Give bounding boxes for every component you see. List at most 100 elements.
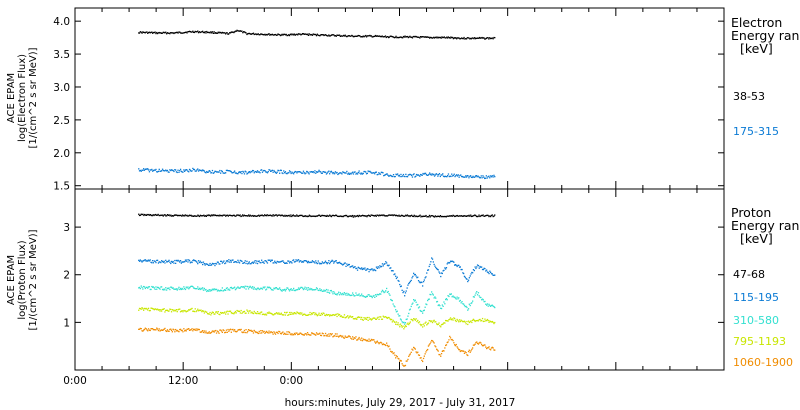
data-point [380,318,383,320]
data-point [271,33,273,35]
data-point [309,287,311,290]
data-point [346,215,349,218]
data-point [241,331,243,333]
data-point [436,173,438,176]
electron-ylabel-line3: [1/(cm^2 s sr MeV)] [28,47,39,148]
data-point [489,348,491,350]
data-point [401,36,403,39]
data-point [170,262,172,265]
data-point [398,36,400,39]
data-point [336,294,338,296]
data-point [367,319,369,321]
data-point [360,339,362,341]
data-point [169,288,171,291]
data-point [319,170,321,173]
data-point [231,312,233,315]
data-point [422,215,425,217]
data-point [228,170,230,172]
data-point [174,32,176,34]
data-point [431,258,434,260]
data-point [194,329,196,331]
data-point [377,341,379,344]
data-point [481,345,484,347]
data-point [474,175,477,177]
data-point [144,308,146,310]
data-point [263,287,265,289]
data-point [349,215,351,217]
data-point [356,294,359,296]
data-point [161,329,163,331]
data-point [272,289,274,291]
data-point [138,309,140,311]
data-point [330,334,332,336]
data-point [404,295,406,297]
data-point [336,333,338,335]
data-point [201,170,203,172]
data-point [275,262,278,264]
data-point [148,213,150,216]
data-point [240,260,242,262]
data-point [364,267,366,269]
data-point [343,34,345,37]
data-point [241,286,243,288]
data-point [468,349,470,351]
data-point [361,340,364,342]
proton-legend-item-3: 310-580 [733,314,779,327]
data-point [484,215,486,217]
data-point [395,321,398,323]
data-point [422,172,424,175]
data-point [277,214,279,216]
data-point [393,273,395,276]
data-point [490,347,493,349]
data-point [399,283,401,286]
data-point [375,269,377,272]
data-point [233,171,235,173]
data-point [460,350,462,352]
data-point [161,310,163,312]
data-point [440,307,443,310]
data-point [280,260,282,263]
data-point [336,315,338,318]
data-point [383,343,385,346]
data-point [225,313,227,315]
data-point [281,214,284,216]
data-point [350,266,352,268]
data-point [294,312,296,314]
data-point [481,343,483,346]
data-point [284,332,286,334]
data-point [215,215,218,217]
data-point [272,333,274,335]
data-point [160,214,162,216]
data-point [165,287,167,289]
data-point [164,170,166,172]
data-point [270,312,272,314]
data-point [196,288,198,290]
data-point [168,32,170,34]
data-point [283,170,285,172]
data-point [420,36,422,38]
data-point [423,215,425,217]
data-point [321,313,323,316]
data-point [276,288,278,290]
data-point [324,171,326,173]
data-point [178,331,180,333]
data-point [395,173,397,175]
data-point [482,268,484,271]
data-point [305,215,307,218]
data-point [209,170,211,172]
data-point [245,171,247,173]
data-point [144,168,146,170]
data-point [400,360,402,362]
data-point [248,214,250,216]
data-point [201,261,203,264]
data-point [246,309,248,311]
data-point [289,333,291,335]
data-point [173,288,175,290]
data-point [288,331,291,334]
data-point [365,215,367,217]
data-point [394,321,396,323]
data-point [254,215,256,217]
data-point [273,287,275,289]
data-point [189,286,191,288]
data-point [470,176,473,178]
